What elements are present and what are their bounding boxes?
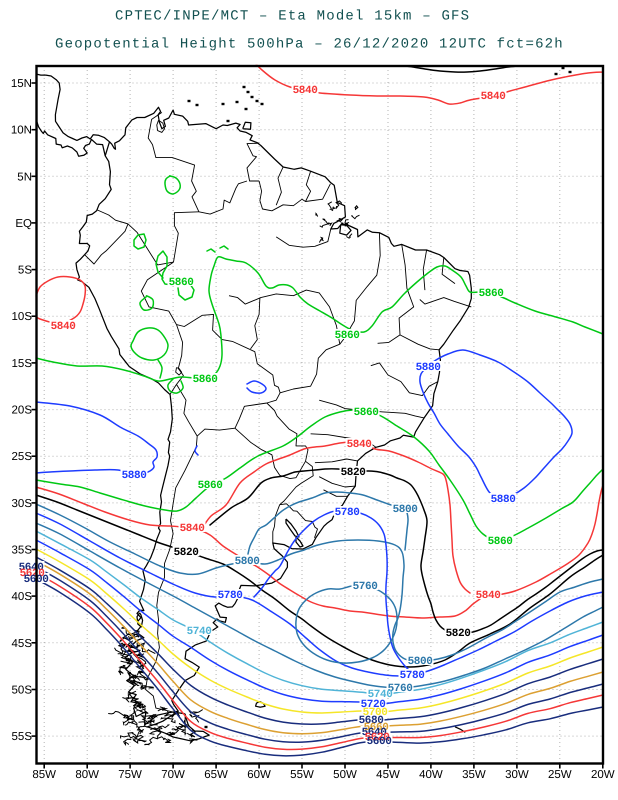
- svg-text:5S: 5S: [18, 265, 32, 277]
- svg-text:5740: 5740: [368, 689, 393, 701]
- svg-text:10N: 10N: [11, 125, 32, 137]
- svg-text:50W: 50W: [333, 769, 357, 781]
- svg-text:5820: 5820: [446, 628, 471, 640]
- svg-text:35W: 35W: [462, 769, 486, 781]
- svg-text:5840: 5840: [180, 523, 205, 535]
- svg-text:5860: 5860: [193, 374, 218, 386]
- svg-text:35S: 35S: [12, 545, 33, 557]
- svg-text:5860: 5860: [169, 277, 194, 289]
- svg-text:65W: 65W: [204, 769, 228, 781]
- svg-text:5840: 5840: [481, 91, 506, 103]
- svg-text:5820: 5820: [174, 547, 199, 559]
- svg-text:5600: 5600: [367, 736, 392, 748]
- svg-text:5800: 5800: [235, 556, 260, 568]
- svg-text:Geopotential Height 500hPa – 2: Geopotential Height 500hPa – 26/12/2020 …: [55, 37, 564, 53]
- svg-text:15S: 15S: [12, 358, 33, 370]
- svg-text:55S: 55S: [12, 731, 33, 743]
- svg-text:10S: 10S: [12, 311, 33, 323]
- svg-text:5700: 5700: [363, 707, 388, 719]
- svg-text:25W: 25W: [548, 769, 572, 781]
- svg-text:5760: 5760: [353, 581, 378, 593]
- svg-text:40W: 40W: [419, 769, 443, 781]
- svg-text:5720: 5720: [361, 699, 386, 711]
- svg-text:5780: 5780: [335, 507, 360, 519]
- svg-text:5860: 5860: [198, 480, 223, 492]
- svg-text:30S: 30S: [12, 498, 33, 510]
- svg-text:5860: 5860: [354, 407, 379, 419]
- svg-text:5840: 5840: [51, 321, 76, 333]
- svg-text:70W: 70W: [161, 769, 185, 781]
- svg-text:5880: 5880: [416, 362, 441, 374]
- svg-text:5N: 5N: [17, 171, 32, 183]
- svg-text:15N: 15N: [11, 78, 32, 90]
- svg-text:85W: 85W: [32, 769, 56, 781]
- svg-text:45S: 45S: [12, 638, 33, 650]
- svg-text:45W: 45W: [376, 769, 400, 781]
- svg-text:5740: 5740: [187, 626, 212, 638]
- svg-text:5660: 5660: [364, 722, 389, 734]
- svg-text:5620: 5620: [20, 568, 45, 580]
- svg-text:5780: 5780: [218, 590, 243, 602]
- svg-text:60W: 60W: [247, 769, 271, 781]
- svg-text:80W: 80W: [75, 769, 99, 781]
- svg-text:5860: 5860: [479, 288, 504, 300]
- svg-text:5880: 5880: [491, 494, 516, 506]
- svg-text:5840: 5840: [347, 439, 372, 451]
- svg-text:5640: 5640: [362, 727, 387, 739]
- svg-text:5820: 5820: [341, 467, 366, 479]
- svg-text:5620: 5620: [365, 732, 390, 744]
- svg-text:5860: 5860: [488, 536, 513, 548]
- svg-text:5780: 5780: [400, 670, 425, 682]
- svg-text:CPTEC/INPE/MCT – Eta Model 15: CPTEC/INPE/MCT – Eta Model 15km – GFS: [115, 9, 470, 25]
- svg-text:25S: 25S: [12, 451, 33, 463]
- svg-text:20W: 20W: [591, 769, 615, 781]
- svg-text:30W: 30W: [505, 769, 529, 781]
- svg-text:5840: 5840: [293, 85, 318, 97]
- svg-text:5680: 5680: [359, 715, 384, 727]
- svg-text:5800: 5800: [408, 656, 433, 668]
- svg-text:5860: 5860: [335, 330, 360, 342]
- svg-text:5760: 5760: [388, 683, 413, 695]
- svg-text:20S: 20S: [12, 405, 33, 417]
- svg-text:EQ: EQ: [15, 218, 32, 230]
- svg-text:40S: 40S: [12, 591, 33, 603]
- svg-text:75W: 75W: [118, 769, 142, 781]
- svg-text:5800: 5800: [393, 504, 418, 516]
- svg-text:5880: 5880: [122, 470, 147, 482]
- svg-text:5840: 5840: [476, 590, 501, 602]
- svg-text:55W: 55W: [290, 769, 314, 781]
- svg-text:50S: 50S: [12, 685, 33, 697]
